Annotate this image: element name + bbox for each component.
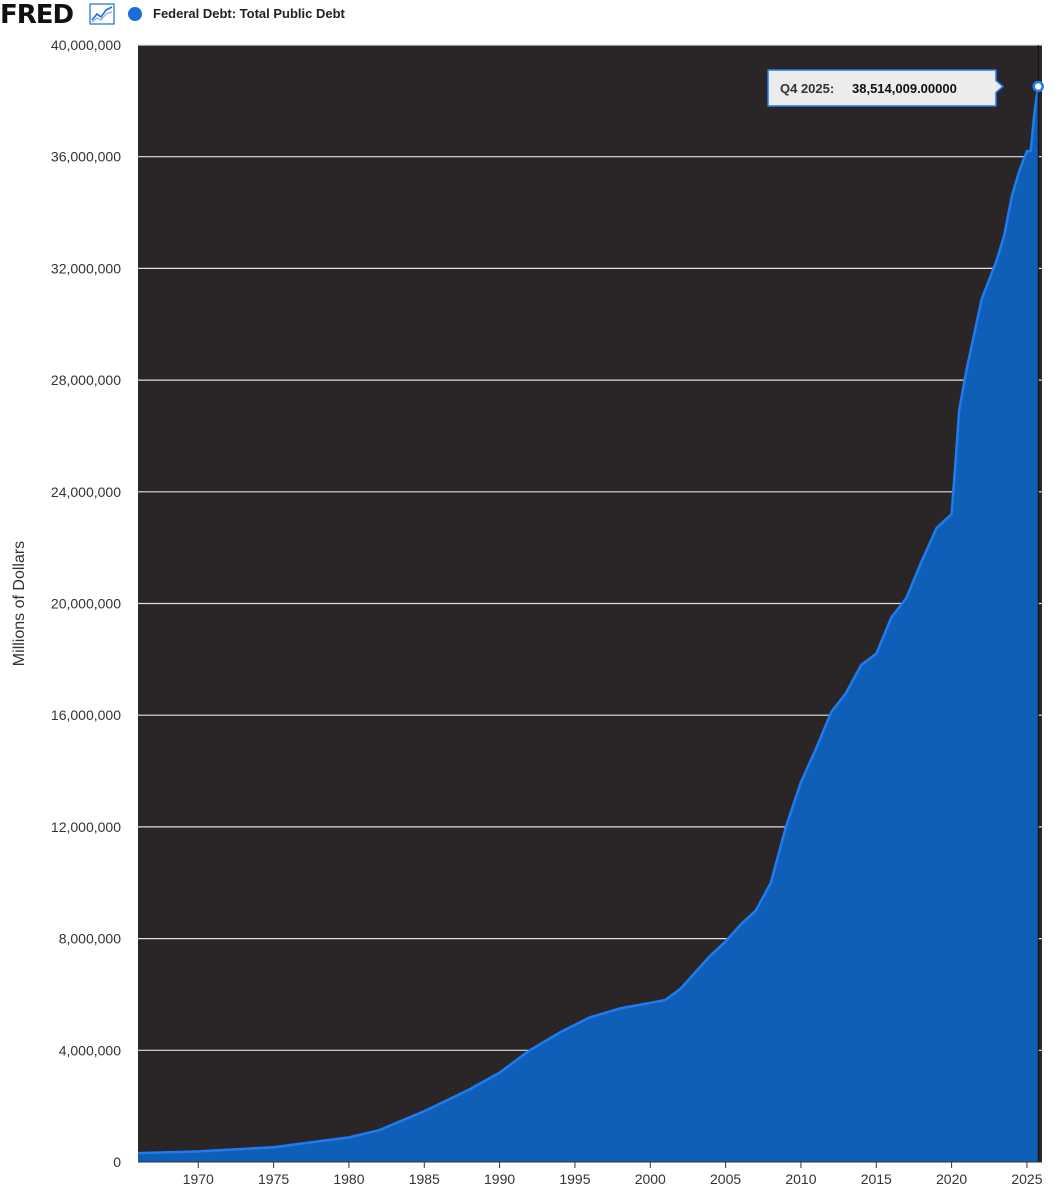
x-tick-label: 2015	[861, 1171, 892, 1187]
series-line	[137, 86, 1040, 1155]
legend-series-marker	[128, 7, 142, 21]
x-tick-label: 1995	[559, 1171, 590, 1187]
hover-point-marker[interactable]	[1032, 80, 1044, 93]
legend-series-label[interactable]: Federal Debt: Total Public Debt	[153, 6, 345, 21]
chart-header: FRED Federal Debt: Total Public Debt	[0, 0, 1059, 30]
y-axis-ticks: 0 4,000,000 8,000,000 12,000,000 16,000,000 2…	[51, 37, 121, 1170]
hover-tooltip: Q4 2025: 38,514,009.00000	[767, 69, 1005, 107]
x-tick-label: 2010	[785, 1171, 816, 1187]
y-tick-label: 0	[113, 1154, 121, 1170]
x-tick-label: 2025	[1011, 1171, 1042, 1187]
y-axis-label: Millions of Dollars	[11, 541, 28, 666]
x-tick-label: 2020	[936, 1171, 967, 1187]
x-tick-label: 1985	[409, 1171, 440, 1187]
tooltip-value: 38,514,009.00000	[852, 81, 957, 96]
y-tick-label: 8,000,000	[59, 931, 121, 947]
y-tick-label: 28,000,000	[51, 372, 121, 388]
fred-logo: FRED	[0, 0, 74, 30]
y-tick-label: 24,000,000	[51, 484, 121, 500]
x-tick-label: 1975	[258, 1171, 289, 1187]
series-area-fill	[138, 86, 1039, 1162]
x-axis-ticks: 1970 1975 1980 1985 1990 1995 2000 2005 2010 2015…	[138, 1161, 1043, 1187]
y-tick-label: 20,000,000	[51, 596, 121, 612]
x-tick-label: 1990	[484, 1171, 515, 1187]
line-chart-icon	[89, 3, 115, 25]
x-tick-label: 2000	[635, 1171, 666, 1187]
y-tick-label: 12,000,000	[51, 819, 121, 835]
y-tick-label: 36,000,000	[51, 149, 121, 165]
x-tick-label: 2005	[710, 1171, 741, 1187]
y-tick-label: 32,000,000	[51, 260, 121, 276]
x-tick-label: 1980	[333, 1171, 364, 1187]
y-tick-label: 16,000,000	[51, 707, 121, 723]
x-tick-label: 1970	[183, 1171, 214, 1187]
y-tick-label: 4,000,000	[59, 1042, 121, 1058]
y-tick-label: 40,000,000	[51, 37, 121, 53]
tooltip-date: Q4 2025:	[780, 81, 834, 96]
tooltip-box	[767, 69, 1005, 107]
